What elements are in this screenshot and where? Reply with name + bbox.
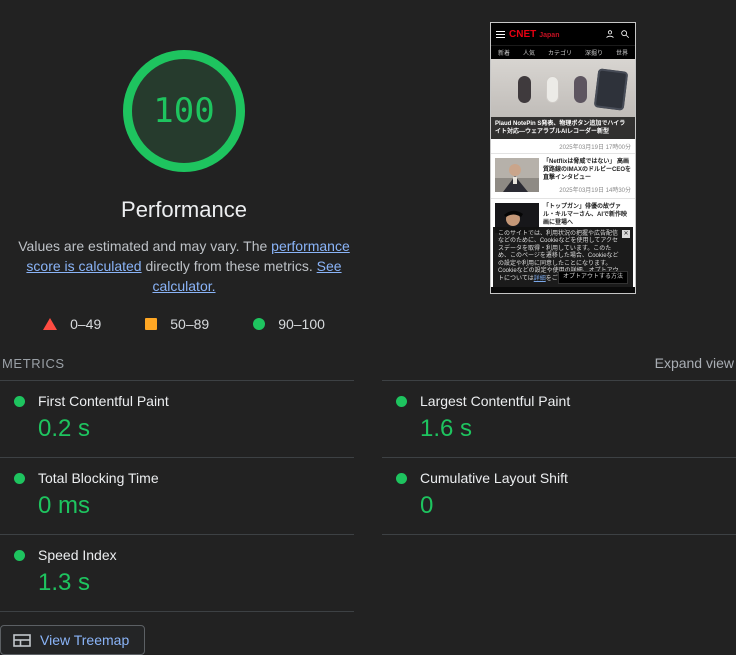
- metric-speed-index: Speed Index 1.3 s: [0, 534, 354, 612]
- site-brand-text: CNET: [509, 28, 537, 40]
- screenshot-site-header: CNET Japan: [491, 23, 635, 45]
- green-dot-icon: [14, 472, 25, 484]
- legend-fail: 0–49: [43, 316, 101, 332]
- view-treemap-button[interactable]: View Treemap: [0, 625, 146, 655]
- performance-score-value: 100: [153, 91, 215, 131]
- metrics-heading: METRICS: [2, 356, 65, 371]
- metric-value: 0 ms: [38, 492, 91, 519]
- article-title: 「Netflixは脅威ではない」 高画質路線のIMAXのドルビーCEOを直撃イン…: [543, 159, 632, 181]
- hero-article-timestamp: 2025年03月19日 17時00分: [559, 145, 631, 151]
- metric-largest-contentful-paint: Largest Contentful Paint 1.6 s: [382, 380, 736, 457]
- metrics-grid: First Contentful Paint 0.2 s Largest Con…: [0, 380, 736, 612]
- green-dot-icon: [396, 395, 407, 407]
- final-screenshot-column: CNET Japan 新着 人気 カテゴリ 深掘り 世界: [368, 0, 736, 332]
- metric-value: 1.3 s: [38, 569, 91, 596]
- hero-article-title: Plaud NotePin S発表、物理ボタン追加でハイライト対応—ウェアラブル…: [491, 117, 635, 139]
- site-logo: CNET Japan: [509, 29, 601, 40]
- legend-fail-range: 0–49: [70, 316, 102, 332]
- metric-name: Largest Contentful Paint: [420, 393, 571, 409]
- hero-article-image: Plaud NotePin S発表、物理ボタン追加でハイライト対応—ウェアラブル…: [491, 59, 635, 139]
- metric-first-contentful-paint: First Contentful Paint 0.2 s: [0, 380, 354, 457]
- score-scale-legend: 0–49 50–89 90–100: [0, 316, 368, 332]
- report-footer: View Treemap: [0, 625, 736, 655]
- orange-square-icon: [145, 318, 158, 330]
- score-description: Values are estimated and may vary. The p…: [6, 236, 362, 296]
- nav-item: 人気: [522, 51, 535, 57]
- screenshot-page-body: Plaud NotePin S発表、物理ボタン追加でハイライト対応—ウェアラブル…: [491, 59, 635, 293]
- performance-title: Performance: [121, 197, 247, 222]
- screenshot-bottom-bar: [491, 287, 635, 293]
- nav-item: 深掘り: [584, 51, 603, 57]
- green-dot-icon: [14, 395, 25, 407]
- metric-name: First Contentful Paint: [38, 393, 169, 409]
- device-pill-dark: [518, 76, 531, 103]
- close-icon[interactable]: ✕: [622, 229, 630, 238]
- screenshot-site-nav: 新着 人気 カテゴリ 深掘り 世界: [491, 45, 635, 59]
- metric-name: Total Blocking Time: [38, 470, 159, 486]
- metric-total-blocking-time: Total Blocking Time 0 ms: [0, 457, 354, 534]
- final-screenshot-thumbnail[interactable]: CNET Japan 新着 人気 カテゴリ 深掘り 世界: [490, 22, 636, 294]
- device-pill-purple: [574, 76, 587, 103]
- expand-view-button[interactable]: Expand view: [654, 355, 734, 371]
- cookie-details-link[interactable]: 詳細: [533, 275, 546, 282]
- article-text-block: 「Netflixは脅威ではない」 高画質路線のIMAXのドルビーCEOを直撃イン…: [543, 158, 631, 194]
- metric-label-row: Cumulative Layout Shift: [396, 470, 736, 486]
- metric-value: 0.2 s: [38, 415, 91, 442]
- see-calculator-link[interactable]: See calculator.: [152, 258, 342, 294]
- article-timestamp: 2025年03月19日 14時30分: [559, 188, 631, 194]
- performance-score-gauge[interactable]: 100: [123, 50, 245, 172]
- green-dot-icon: [396, 472, 407, 484]
- metric-name: Speed Index: [38, 547, 117, 563]
- hamburger-menu-icon: [496, 30, 505, 38]
- performance-score-block: 100 Performance Values are estimated and…: [0, 0, 368, 332]
- treemap-icon: [13, 633, 31, 647]
- green-circle-icon: [253, 318, 266, 330]
- description-text: Values are estimated and may vary. The: [18, 238, 272, 254]
- search-icon: [621, 30, 630, 39]
- nav-item: 新着: [498, 51, 511, 57]
- metric-cumulative-layout-shift: Cumulative Layout Shift 0: [382, 457, 736, 534]
- article-thumbnail-image: [495, 158, 539, 192]
- legend-average-range: 50–89: [170, 316, 210, 332]
- metric-label-row: Largest Contentful Paint: [396, 393, 736, 409]
- metric-name: Cumulative Layout Shift: [420, 470, 568, 486]
- metrics-grid-empty-cell: [382, 534, 736, 612]
- metric-value: 1.6 s: [420, 415, 473, 442]
- legend-average: 50–89: [145, 316, 209, 332]
- site-header-icons: [605, 29, 630, 39]
- description-text-middle: directly from these metrics.: [141, 258, 317, 274]
- performance-score-calculated-link[interactable]: performance score is calculated: [26, 238, 350, 274]
- site-brand-suffix: Japan: [539, 31, 560, 39]
- metric-label-row: Speed Index: [14, 547, 354, 563]
- device-pill-white: [546, 76, 559, 103]
- device-case: [593, 68, 629, 111]
- metric-label-row: Total Blocking Time: [14, 470, 354, 486]
- view-treemap-label: View Treemap: [40, 632, 130, 648]
- green-dot-icon: [14, 549, 25, 561]
- legend-pass: 90–100: [253, 316, 325, 332]
- red-triangle-icon: [43, 318, 58, 330]
- metric-value: 0: [420, 492, 434, 519]
- metrics-section-header: METRICS Expand view: [0, 355, 736, 371]
- article-row: 「Netflixは脅威ではない」 高画質路線のIMAXのドルビーCEOを直撃イン…: [491, 153, 635, 198]
- person-icon: [606, 30, 614, 38]
- nav-item: カテゴリ: [547, 51, 572, 57]
- legend-pass-range: 90–100: [278, 316, 325, 332]
- cookie-overlay-tooltip: オプトアウトする方法: [557, 271, 628, 284]
- cookie-consent-banner: このサイトでは、利用状況の把握や広告配信などのために、Cookieなどを使用して…: [493, 226, 633, 287]
- report-top-section: 100 Performance Values are estimated and…: [0, 0, 736, 332]
- metric-label-row: First Contentful Paint: [14, 393, 354, 409]
- article-title: 「トップガン」俳優の故ヴァル・キルマーさん、AIで新作映画に登場へ: [543, 204, 628, 226]
- nav-item: 世界: [615, 51, 628, 57]
